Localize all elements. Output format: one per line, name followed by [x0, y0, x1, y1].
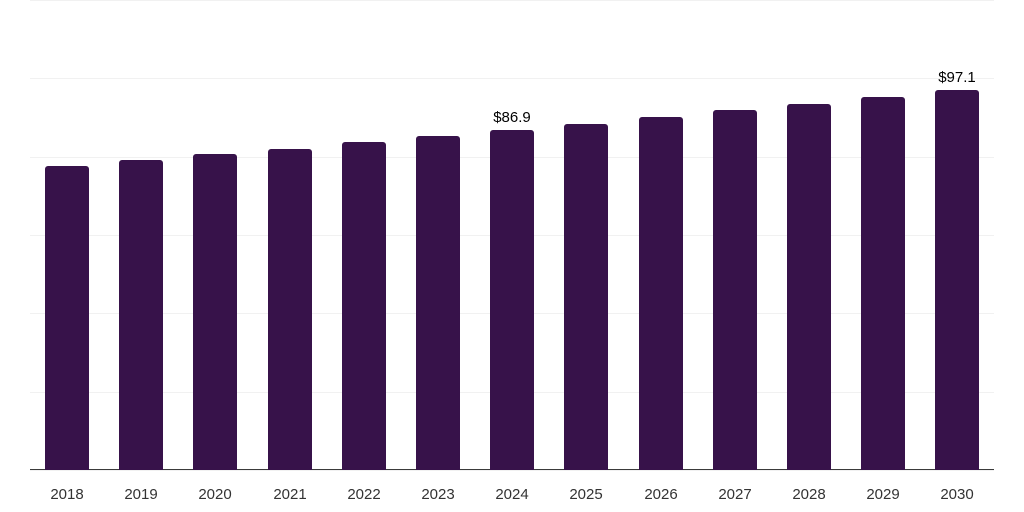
x-tick-label: 2028	[792, 486, 826, 503]
bar-2025[interactable]	[564, 124, 608, 470]
bar-2030[interactable]	[935, 90, 979, 470]
x-tick-label: 2030	[940, 486, 974, 503]
bar-2018[interactable]	[45, 166, 89, 470]
bar-2026[interactable]	[639, 117, 683, 470]
data-label-2030: $97.1	[938, 69, 976, 86]
gridline	[30, 470, 994, 471]
x-tick-label: 2025	[569, 486, 603, 503]
x-tick-label: 2022	[347, 486, 381, 503]
bar-2020[interactable]	[193, 154, 237, 470]
x-tick-label: 2026	[644, 486, 678, 503]
bar-2023[interactable]	[416, 136, 460, 470]
x-tick-label: 2018	[50, 486, 84, 503]
x-tick-label: 2021	[273, 486, 307, 503]
x-tick-label: 2027	[718, 486, 752, 503]
x-tick-label: 2029	[866, 486, 900, 503]
gridline	[30, 0, 994, 1]
bar-2021[interactable]	[268, 149, 312, 470]
x-tick-label: 2019	[124, 486, 158, 503]
bar-2024[interactable]	[490, 130, 534, 470]
bar-2028[interactable]	[787, 104, 831, 470]
x-tick-label: 2020	[198, 486, 232, 503]
bar-2022[interactable]	[342, 142, 386, 470]
x-tick-label: 2024	[495, 486, 529, 503]
data-label-2024: $86.9	[493, 109, 531, 126]
bar-2027[interactable]	[713, 110, 757, 470]
gridline	[30, 78, 994, 79]
bar-2019[interactable]	[119, 160, 163, 470]
x-tick-label: 2023	[421, 486, 455, 503]
bar-2029[interactable]	[861, 97, 905, 470]
